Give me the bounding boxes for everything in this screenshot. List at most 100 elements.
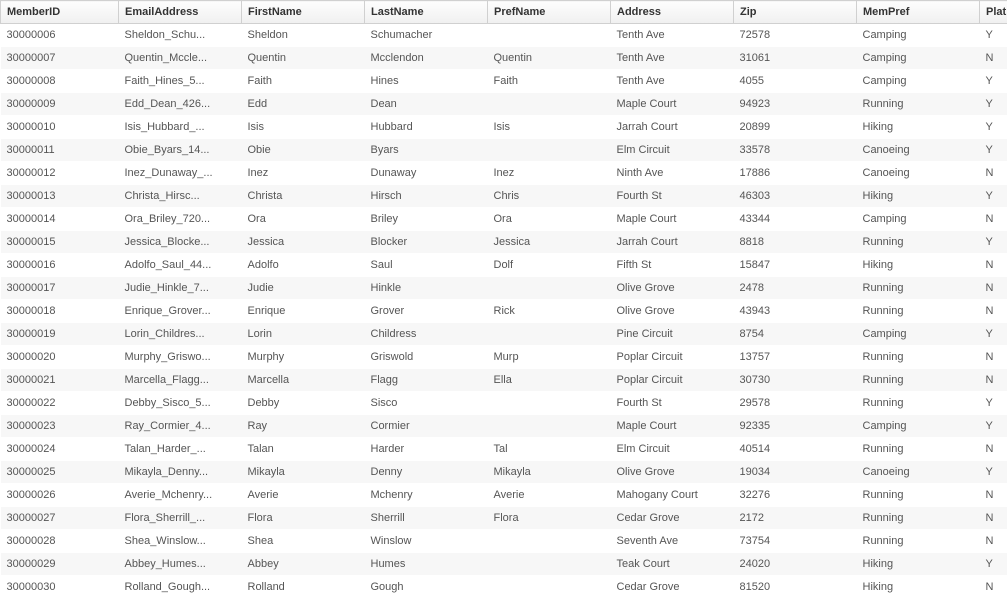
cell-zip: 94923 [734,93,857,116]
table-row[interactable]: 30000015Jessica_Blocke...JessicaBlockerJ… [1,231,1007,254]
cell-email: Rolland_Gough... [119,576,242,599]
cell-mempref: Canoeing [857,139,980,162]
cell-mempref: Camping [857,24,980,47]
cell-plat: N [980,47,1007,70]
cell-lastname: Hines [365,70,488,93]
cell-plat: Y [980,93,1007,116]
cell-address: Elm Circuit [611,438,734,461]
cell-plat: Y [980,116,1007,139]
cell-email: Faith_Hines_5... [119,70,242,93]
table-row[interactable]: 30000007Quentin_Mccle...QuentinMcclendon… [1,47,1007,70]
table-row[interactable]: 30000020Murphy_Griswo...MurphyGriswoldMu… [1,346,1007,369]
cell-plat: Y [980,392,1007,415]
cell-lastname: Sherrill [365,507,488,530]
cell-mempref: Running [857,93,980,116]
table-row[interactable]: 30000023Ray_Cormier_4...RayCormierMaple … [1,415,1007,438]
cell-mempref: Running [857,530,980,553]
column-header-mempref[interactable]: MemPref [857,1,980,24]
cell-firstname: Ray [242,415,365,438]
cell-firstname: Quentin [242,47,365,70]
cell-mempref: Running [857,346,980,369]
table-row[interactable]: 30000028Shea_Winslow...SheaWinslowSevent… [1,530,1007,553]
table-row[interactable]: 30000011Obie_Byars_14...ObieByarsElm Cir… [1,139,1007,162]
cell-prefname [488,139,611,162]
table-row[interactable]: 30000014Ora_Briley_720...OraBrileyOraMap… [1,208,1007,231]
table-row[interactable]: 30000025Mikayla_Denny...MikaylaDennyMika… [1,461,1007,484]
column-header-prefname[interactable]: PrefName [488,1,611,24]
table-row[interactable]: 30000016Adolfo_Saul_44...AdolfoSaulDolfF… [1,254,1007,277]
table-row[interactable]: 30000024Talan_Harder_...TalanHarderTalEl… [1,438,1007,461]
cell-plat: Y [980,24,1007,47]
cell-email: Jessica_Blocke... [119,231,242,254]
cell-address: Tenth Ave [611,70,734,93]
table-row[interactable]: 30000026Averie_Mchenry...AverieMchenryAv… [1,484,1007,507]
cell-mempref: Canoeing [857,461,980,484]
table-row[interactable]: 30000006Sheldon_Schu...SheldonSchumacher… [1,24,1007,47]
cell-memberid: 30000010 [1,116,119,139]
cell-lastname: Briley [365,208,488,231]
table-row[interactable]: 30000022Debby_Sisco_5...DebbySiscoFourth… [1,392,1007,415]
cell-email: Flora_Sherrill_... [119,507,242,530]
table-row[interactable]: 30000008Faith_Hines_5...FaithHinesFaithT… [1,70,1007,93]
cell-address: Fourth St [611,392,734,415]
column-header-email[interactable]: EmailAddress [119,1,242,24]
column-header-memberid[interactable]: MemberID [1,1,119,24]
cell-plat: Y [980,70,1007,93]
cell-address: Tenth Ave [611,24,734,47]
cell-firstname: Inez [242,162,365,185]
table-row[interactable]: 30000018Enrique_Grover...EnriqueGroverRi… [1,300,1007,323]
table-row[interactable]: 30000010Isis_Hubbard_...IsisHubbardIsisJ… [1,116,1007,139]
cell-zip: 32276 [734,484,857,507]
cell-memberid: 30000007 [1,47,119,70]
cell-prefname: Flora [488,507,611,530]
column-header-zip[interactable]: Zip [734,1,857,24]
cell-prefname: Averie [488,484,611,507]
cell-mempref: Running [857,277,980,300]
cell-memberid: 30000022 [1,392,119,415]
cell-firstname: Marcella [242,369,365,392]
column-header-plat[interactable]: Plat [980,1,1007,24]
cell-prefname [488,576,611,599]
cell-lastname: Hubbard [365,116,488,139]
cell-mempref: Hiking [857,576,980,599]
cell-prefname: Chris [488,185,611,208]
table-row[interactable]: 30000009Edd_Dean_426...EddDeanMaple Cour… [1,93,1007,116]
column-header-lastname[interactable]: LastName [365,1,488,24]
table-header: MemberIDEmailAddressFirstNameLastNamePre… [1,1,1007,24]
cell-memberid: 30000016 [1,254,119,277]
cell-mempref: Running [857,438,980,461]
table-row[interactable]: 30000013Christa_Hirsc...ChristaHirschChr… [1,185,1007,208]
column-header-firstname[interactable]: FirstName [242,1,365,24]
cell-zip: 30730 [734,369,857,392]
table-row[interactable]: 30000012Inez_Dunaway_...InezDunawayInezN… [1,162,1007,185]
cell-prefname [488,553,611,576]
cell-email: Isis_Hubbard_... [119,116,242,139]
cell-firstname: Talan [242,438,365,461]
column-header-address[interactable]: Address [611,1,734,24]
cell-zip: 31061 [734,47,857,70]
table-row[interactable]: 30000027Flora_Sherrill_...FloraSherrillF… [1,507,1007,530]
cell-address: Cedar Grove [611,507,734,530]
cell-plat: N [980,346,1007,369]
cell-memberid: 30000008 [1,70,119,93]
cell-prefname [488,415,611,438]
table-row[interactable]: 30000021Marcella_Flagg...MarcellaFlaggEl… [1,369,1007,392]
cell-firstname: Enrique [242,300,365,323]
cell-email: Mikayla_Denny... [119,461,242,484]
cell-memberid: 30000013 [1,185,119,208]
table-row[interactable]: 30000017Judie_Hinkle_7...JudieHinkleOliv… [1,277,1007,300]
cell-prefname: Murp [488,346,611,369]
table-row[interactable]: 30000019Lorin_Childres...LorinChildressP… [1,323,1007,346]
cell-lastname: Byars [365,139,488,162]
cell-zip: 2478 [734,277,857,300]
cell-plat: N [980,438,1007,461]
cell-firstname: Rolland [242,576,365,599]
cell-zip: 81520 [734,576,857,599]
cell-address: Olive Grove [611,277,734,300]
cell-prefname [488,277,611,300]
cell-prefname [488,93,611,116]
table-row[interactable]: 30000029Abbey_Humes...AbbeyHumesTeak Cou… [1,553,1007,576]
cell-address: Fifth St [611,254,734,277]
table-row[interactable]: 30000030Rolland_Gough...RollandGoughCeda… [1,576,1007,599]
cell-prefname: Inez [488,162,611,185]
